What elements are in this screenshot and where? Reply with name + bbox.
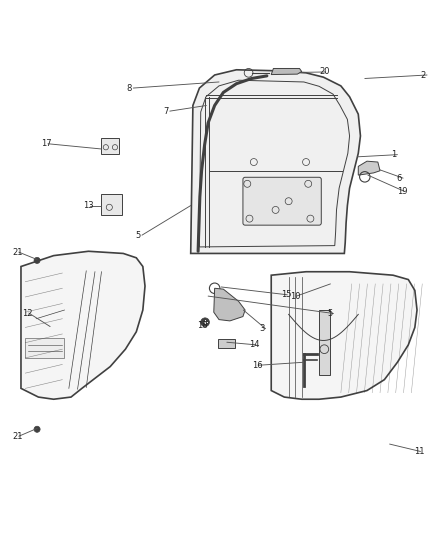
Polygon shape <box>214 288 245 321</box>
Bar <box>319 310 330 375</box>
Text: 6: 6 <box>396 174 402 183</box>
Text: 14: 14 <box>250 341 260 349</box>
Text: 17: 17 <box>42 139 52 148</box>
Text: 3: 3 <box>259 324 265 333</box>
Text: 5: 5 <box>135 231 141 240</box>
Text: 21: 21 <box>12 248 23 256</box>
Polygon shape <box>191 70 360 254</box>
Text: 7: 7 <box>163 107 169 116</box>
Polygon shape <box>271 272 417 399</box>
Text: 5: 5 <box>327 309 332 318</box>
Polygon shape <box>358 161 380 175</box>
FancyBboxPatch shape <box>243 177 321 225</box>
Bar <box>102 138 119 154</box>
Text: 10: 10 <box>290 292 300 301</box>
Text: 16: 16 <box>252 361 262 370</box>
Bar <box>102 194 122 215</box>
Text: 15: 15 <box>281 290 291 300</box>
Bar <box>25 338 64 358</box>
Text: 18: 18 <box>197 321 208 330</box>
Circle shape <box>201 318 209 327</box>
Text: 20: 20 <box>319 68 330 76</box>
Text: 19: 19 <box>397 187 408 196</box>
Text: 11: 11 <box>414 447 424 456</box>
Text: 2: 2 <box>420 70 426 79</box>
Text: 13: 13 <box>83 201 94 210</box>
Text: 12: 12 <box>22 309 33 318</box>
Circle shape <box>34 426 40 432</box>
Bar <box>218 339 235 349</box>
Text: 21: 21 <box>12 432 23 441</box>
Polygon shape <box>271 68 302 75</box>
Text: 8: 8 <box>127 84 132 93</box>
Polygon shape <box>21 251 145 399</box>
Text: 1: 1 <box>391 150 396 159</box>
Circle shape <box>34 257 40 263</box>
